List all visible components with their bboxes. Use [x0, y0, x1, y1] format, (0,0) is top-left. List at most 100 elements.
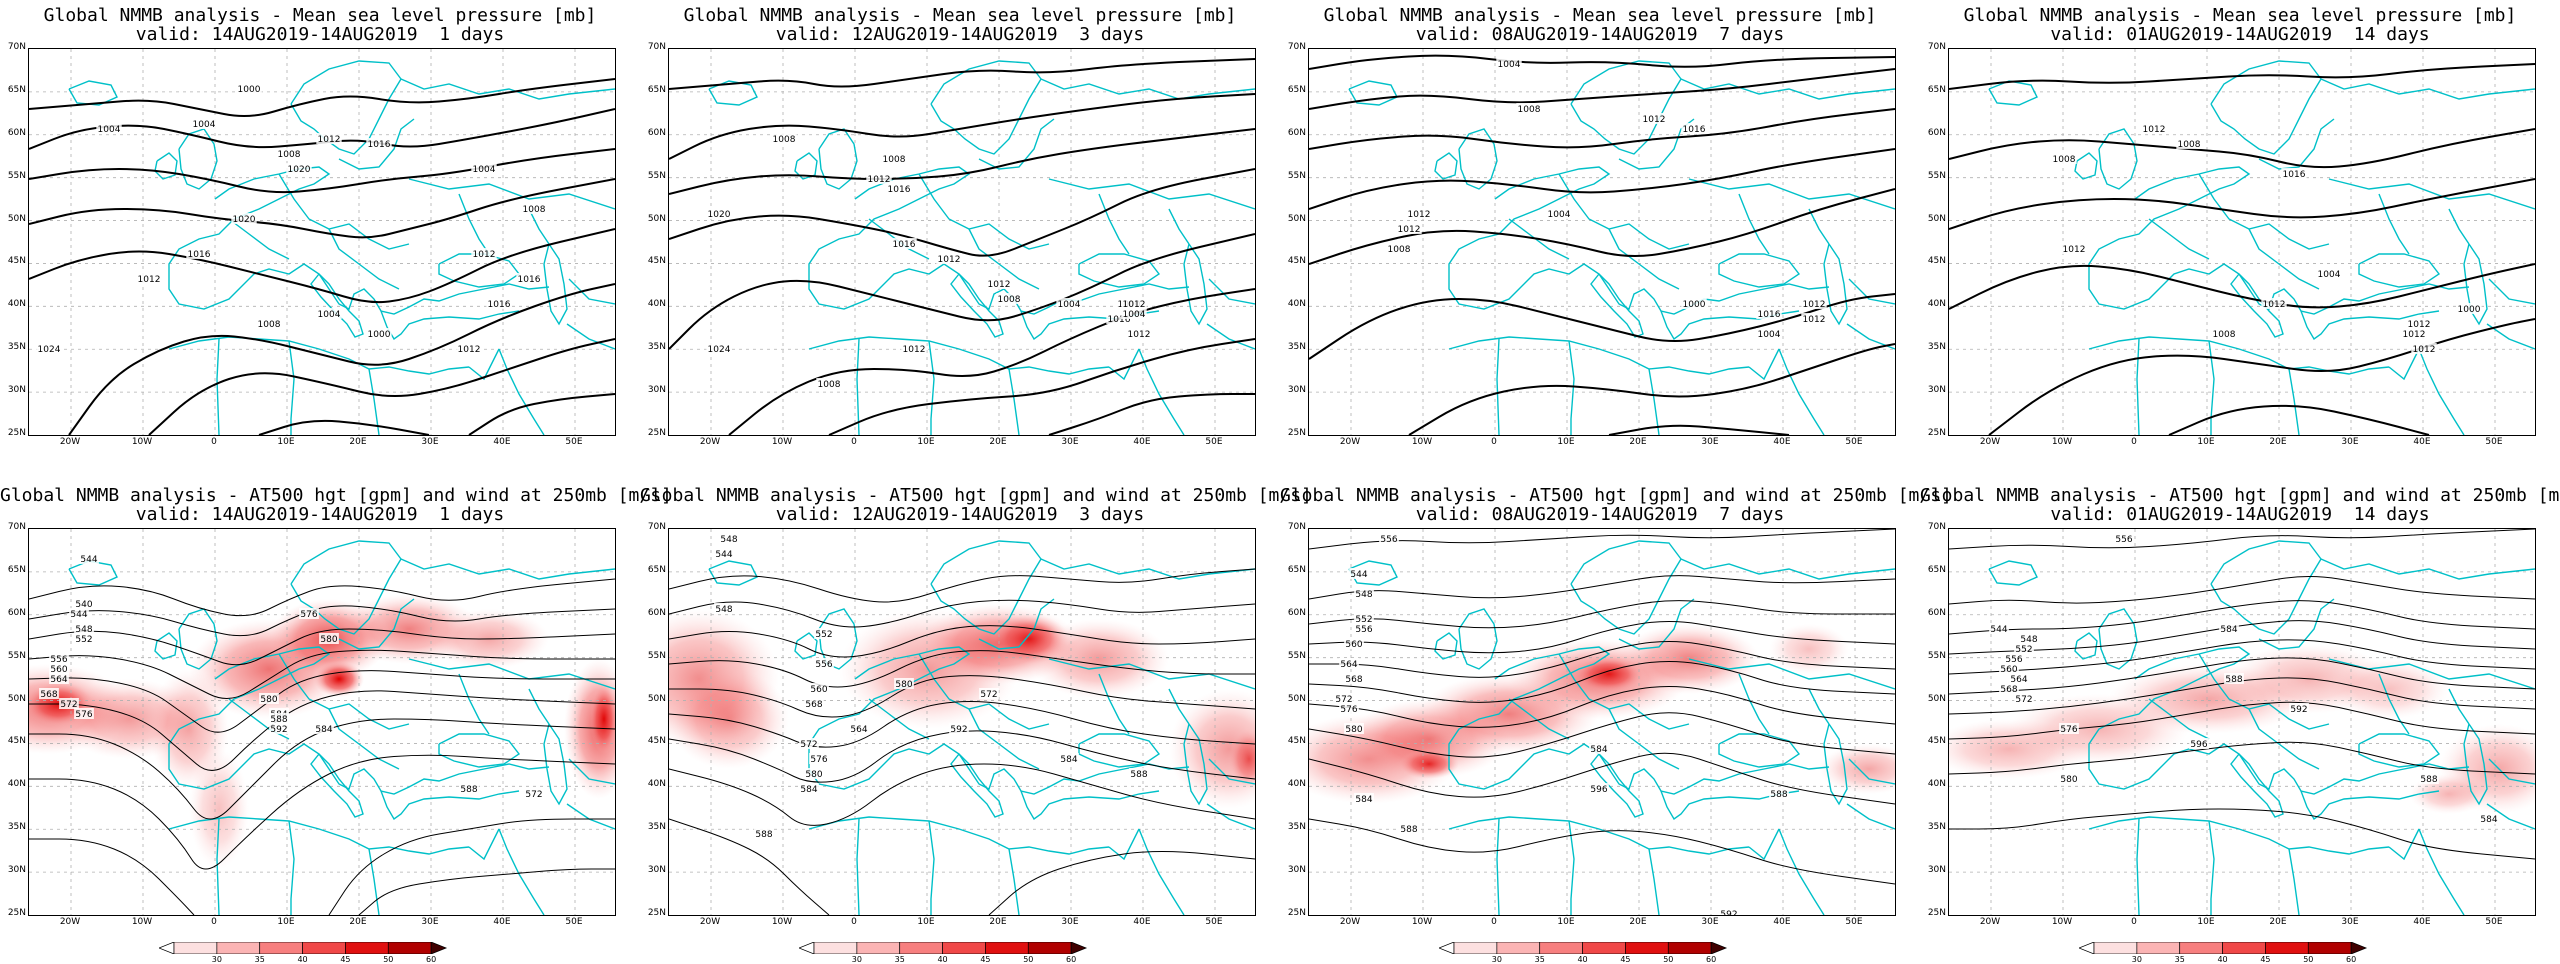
isobar-line	[1309, 54, 1895, 70]
height-contour-line	[1949, 808, 2535, 860]
contour-label: 568	[805, 700, 822, 710]
coastline	[1078, 253, 1161, 288]
coastline	[288, 820, 295, 915]
coastline	[2074, 152, 2098, 180]
latitude-label: 65N	[1927, 564, 1946, 575]
coastline	[2488, 278, 2535, 305]
colorbar-swatch	[345, 942, 389, 954]
coastline	[1988, 80, 2038, 106]
coastline	[2358, 253, 2441, 288]
height-contours	[669, 568, 1255, 915]
colorbar-swatch	[942, 942, 986, 954]
contour-label: 596	[1590, 785, 1607, 795]
colorbar-swatch	[1496, 942, 1541, 954]
contour-label: 1000	[238, 85, 261, 95]
height-contour-line	[669, 701, 1255, 748]
longitude-label: 20E	[1629, 437, 1647, 447]
latitude-label: 50N	[647, 693, 666, 704]
latitude-label: 35N	[647, 342, 666, 353]
coastline	[2258, 118, 2335, 170]
coastline	[868, 698, 930, 740]
coastline	[310, 273, 364, 338]
contour-label: 1008	[818, 380, 841, 390]
coastline	[1748, 348, 1780, 381]
latitude-label: 50N	[1287, 213, 1306, 224]
coastline	[2136, 338, 2140, 435]
contour-label: 556	[1355, 625, 1372, 635]
contour-label: 588	[1130, 770, 1147, 780]
contour-label: 588	[2420, 775, 2437, 785]
contour-label: 1016	[1108, 315, 1131, 325]
coastline	[1008, 368, 1020, 435]
jet-wind-shading	[1309, 624, 1895, 804]
height-contour-line	[328, 818, 615, 915]
coastline	[168, 336, 470, 375]
panel-subtitle: valid: 01AUG2019-14AUG2019 14 days	[2050, 24, 2430, 45]
contour-label: 592	[950, 725, 967, 735]
coastline	[1558, 173, 1690, 250]
isobar-line	[2168, 404, 2430, 435]
isobar-line	[728, 288, 1255, 435]
contour-label: 1012	[138, 275, 161, 285]
height-contour-line	[1949, 677, 2535, 715]
contour-label: 1012	[318, 135, 341, 145]
panel-subtitle: valid: 12AUG2019-14AUG2019 3 days	[775, 24, 1145, 45]
coastline	[2198, 173, 2330, 250]
height-contour-line	[669, 625, 1255, 658]
longitude-label: 40E	[1133, 917, 1151, 927]
height-contour-line	[29, 754, 615, 870]
mslp-map: 1000 1004 1004 1008 1012 1016 1020 1020 1016 1012…	[29, 49, 615, 435]
height-contour-line	[1949, 529, 2535, 550]
height-contour-line	[29, 578, 615, 617]
lat-lon-grid	[29, 49, 615, 435]
contour-label: 556	[2115, 535, 2132, 545]
isobar-line	[1309, 108, 1895, 150]
coastline	[2198, 653, 2330, 730]
latitude-label: 45N	[7, 256, 26, 267]
height-contour-line	[29, 718, 615, 820]
coastline	[468, 348, 500, 381]
coastline	[1496, 338, 1500, 435]
panel-title: Global NMMB analysis - Mean sea level pr…	[1323, 5, 1877, 26]
panel-title: Global NMMB analysis - Mean sea level pr…	[683, 5, 1237, 26]
mslp-map: 1008100810121016101210121008100410001012…	[1949, 49, 2535, 435]
coastlines	[68, 540, 615, 915]
map-frame: 1008 1008 1012 1016 1012 1012 1008 1004 1000 1012…	[1948, 48, 2536, 436]
contour-label: 1012	[1128, 330, 1151, 340]
contour-label: 1012	[2413, 345, 2436, 355]
contour-label: 1012	[1408, 210, 1431, 220]
height-contour-line	[29, 838, 195, 915]
isobar-line	[1309, 188, 1895, 265]
colorbar-swatch	[2136, 942, 2181, 954]
longitude-label: 40E	[1773, 917, 1791, 927]
coastline	[1098, 193, 1130, 255]
contour-label: 1004	[1758, 330, 1781, 340]
coastline	[918, 173, 1050, 250]
latitude-label: 35N	[7, 342, 26, 353]
contour-label: 564	[1340, 660, 1357, 670]
contour-label: 1012	[1398, 225, 1421, 235]
coastline	[568, 758, 615, 785]
z500-map: 548 544 548 552 556 560 564 568 572 576 580 584 588 5…	[669, 529, 1255, 915]
z500-map: 5565445485525565605645685725765805845885…	[1949, 529, 2535, 915]
coastline	[808, 336, 1110, 375]
contour-label: 540	[75, 600, 92, 610]
coastline	[380, 790, 520, 821]
coastline	[1568, 340, 1575, 435]
latitude-label: 50N	[647, 213, 666, 224]
coastlines	[1988, 540, 2535, 915]
contour-label: 564	[850, 725, 867, 735]
height-contour-line	[1309, 641, 1895, 678]
coastline	[794, 152, 818, 180]
latitude-label: 55N	[1927, 650, 1946, 661]
contour-label: 1012	[903, 345, 926, 355]
height-contour-line	[669, 675, 1255, 718]
coastline	[338, 118, 415, 170]
longitude-label: 10E	[917, 917, 935, 927]
coastline	[1680, 78, 1895, 100]
contour-label: 1012	[2263, 300, 2286, 310]
contour-label: 552	[75, 635, 92, 645]
contour-label: 1024	[708, 345, 731, 355]
coastline	[1590, 273, 1644, 338]
